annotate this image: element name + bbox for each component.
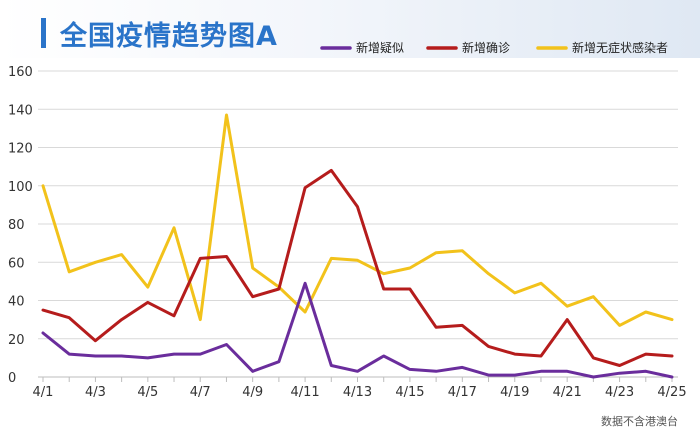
x-tick-label: 4/15 [395,385,424,400]
legend-item: 新增无症状感染者 [536,40,668,55]
y-axis: 0 20 40 60 80 100 120 140 160 [8,65,33,386]
legend-label: 新增无症状感染者 [572,40,668,55]
legend: 新增疑似 新增确诊 新增无症状感染者 [320,40,668,55]
x-tick-label: 4/1 [33,385,54,400]
x-tick-label: 4/7 [190,385,211,400]
legend-item: 新增确诊 [426,40,510,55]
x-tick-label: 4/21 [553,385,582,400]
series-line [41,113,674,327]
x-tick-label: 4/11 [290,385,319,400]
legend-item: 新增疑似 [320,40,404,55]
series-line [41,281,674,379]
x-tick-label: 4/3 [85,385,106,400]
legend-label: 新增疑似 [356,40,404,55]
y-tick-label: 120 [8,142,33,157]
footnote: 数据不含港澳台 [601,415,678,428]
grid-lines [38,70,678,378]
x-tick-label: 4/5 [137,385,158,400]
x-tick-label: 4/23 [605,385,634,400]
x-tick-label: 4/13 [343,385,372,400]
legend-label: 新增确诊 [462,40,510,55]
x-tick-label: 4/25 [657,385,686,400]
title-accent-bar [41,18,46,48]
y-tick-label: 100 [8,180,33,195]
x-axis: 4/1 4/3 4/5 4/7 4/9 4/11 4/13 4/15 4/17 4/19 4/21 4… [33,376,687,400]
y-tick-label: 140 [8,103,33,118]
x-tick-label: 4/17 [448,385,477,400]
y-tick-label: 40 [8,295,25,310]
x-tick-label: 4/19 [500,385,529,400]
y-tick-label: 60 [8,256,25,271]
y-tick-label: 0 [8,371,16,386]
series-lines [41,113,674,379]
y-tick-label: 80 [8,218,25,233]
chart-title: 全国疫情趋势图A [60,21,278,52]
y-tick-label: 160 [8,65,33,80]
y-tick-label: 20 [8,333,25,348]
series-line [41,168,674,367]
x-tick-label: 4/9 [242,385,263,400]
